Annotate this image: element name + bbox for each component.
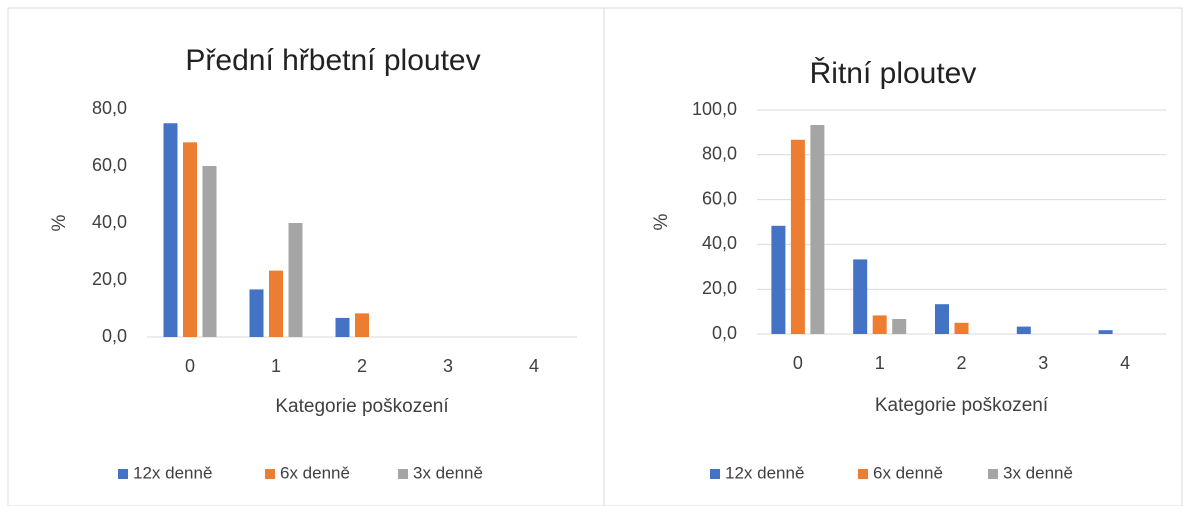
bar — [771, 225, 786, 334]
y-tick-label: 100,0 — [692, 99, 737, 119]
x-tick-label: 4 — [1120, 353, 1130, 373]
bar — [853, 259, 868, 334]
y-tick-label: 60,0 — [92, 155, 127, 175]
y-tick-label: 60,0 — [702, 188, 737, 208]
bar — [163, 123, 178, 337]
bar — [892, 318, 907, 334]
x-tick-label: 3 — [443, 356, 453, 376]
x-axis-title: Kategorie poškození — [275, 396, 449, 417]
legend-swatch — [988, 469, 998, 479]
chart-title: Přední hřbetní ploutev — [185, 44, 480, 77]
legend-swatch — [710, 469, 720, 479]
legend-label: 6x denně — [873, 463, 943, 482]
x-tick-label: 2 — [357, 356, 367, 376]
legend-label: 3x denně — [413, 463, 483, 482]
bar — [1016, 326, 1031, 334]
x-axis-title: Kategorie poškození — [875, 395, 1049, 416]
x-tick-label: 1 — [875, 353, 885, 373]
bar — [1098, 330, 1113, 334]
legend-swatch — [118, 469, 128, 479]
x-tick-label: 4 — [529, 356, 539, 376]
bar — [269, 270, 283, 337]
y-tick-label: 0,0 — [102, 326, 127, 346]
chart-frame — [7, 7, 605, 506]
legend-swatch — [858, 469, 868, 479]
y-tick-label: 20,0 — [92, 269, 127, 289]
bar — [249, 289, 264, 337]
x-tick-label: 0 — [185, 356, 195, 376]
legend-label: 6x denně — [280, 463, 350, 482]
y-tick-label: 80,0 — [92, 98, 127, 118]
y-tick-label: 40,0 — [92, 212, 127, 232]
legend-label: 3x denně — [1003, 463, 1073, 482]
bar — [183, 142, 197, 337]
bar — [790, 139, 805, 334]
bar — [355, 313, 369, 337]
y-axis-title: % — [651, 213, 672, 230]
legend-label: 12x denně — [133, 463, 212, 482]
x-tick-label: 0 — [793, 353, 803, 373]
legend-label: 12x denně — [725, 463, 804, 482]
bar — [810, 125, 825, 335]
x-tick-label: 1 — [271, 356, 281, 376]
x-tick-label: 2 — [956, 353, 966, 373]
y-tick-label: 80,0 — [702, 144, 737, 164]
y-tick-label: 40,0 — [702, 233, 737, 253]
y-tick-label: 0,0 — [712, 323, 737, 343]
legend-swatch — [398, 469, 408, 479]
y-axis-title: % — [49, 214, 70, 231]
legend-swatch — [265, 469, 275, 479]
chart-title: Řitní ploutev — [810, 57, 977, 90]
bar — [288, 223, 303, 337]
bar — [202, 166, 217, 337]
y-tick-label: 20,0 — [702, 278, 737, 298]
bar — [935, 304, 949, 334]
x-tick-label: 3 — [1038, 353, 1048, 373]
chart-frame — [603, 7, 1183, 506]
bar — [872, 315, 887, 334]
bar — [954, 322, 969, 334]
bar — [335, 317, 350, 337]
